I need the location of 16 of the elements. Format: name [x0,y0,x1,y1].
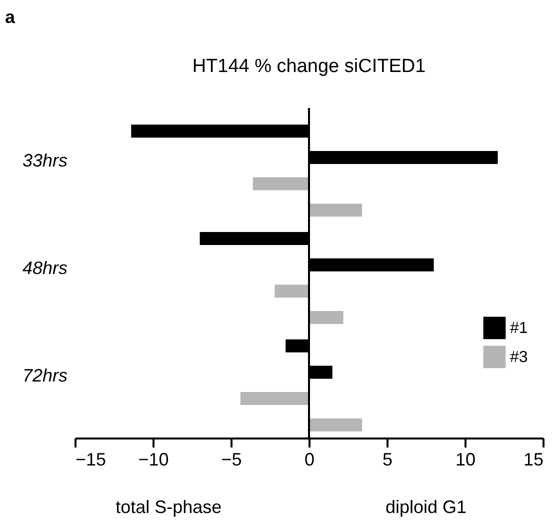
x-tick-label: 15 [523,450,544,470]
x-tick-label: 5 [382,450,393,470]
text: total S-phase [116,497,222,517]
legend-label: #1 [510,320,528,337]
y-tick-label: 48hrs [22,258,68,278]
y-tick-label: 72hrs [22,365,68,386]
chart-title: HT144 % change siCITED1 [192,56,426,77]
legend-label: #3 [510,348,528,366]
x-tick-label: −15 [76,450,106,470]
text: diploid G1 [385,497,467,517]
x-tick-label: 10 [455,450,476,470]
x-tick-label: 0 [304,450,315,470]
text: a [5,7,16,27]
y-tick-label: 33hrs [22,150,68,171]
x-tick-label: −5 [221,450,242,470]
x-tick-label: −10 [138,450,169,470]
